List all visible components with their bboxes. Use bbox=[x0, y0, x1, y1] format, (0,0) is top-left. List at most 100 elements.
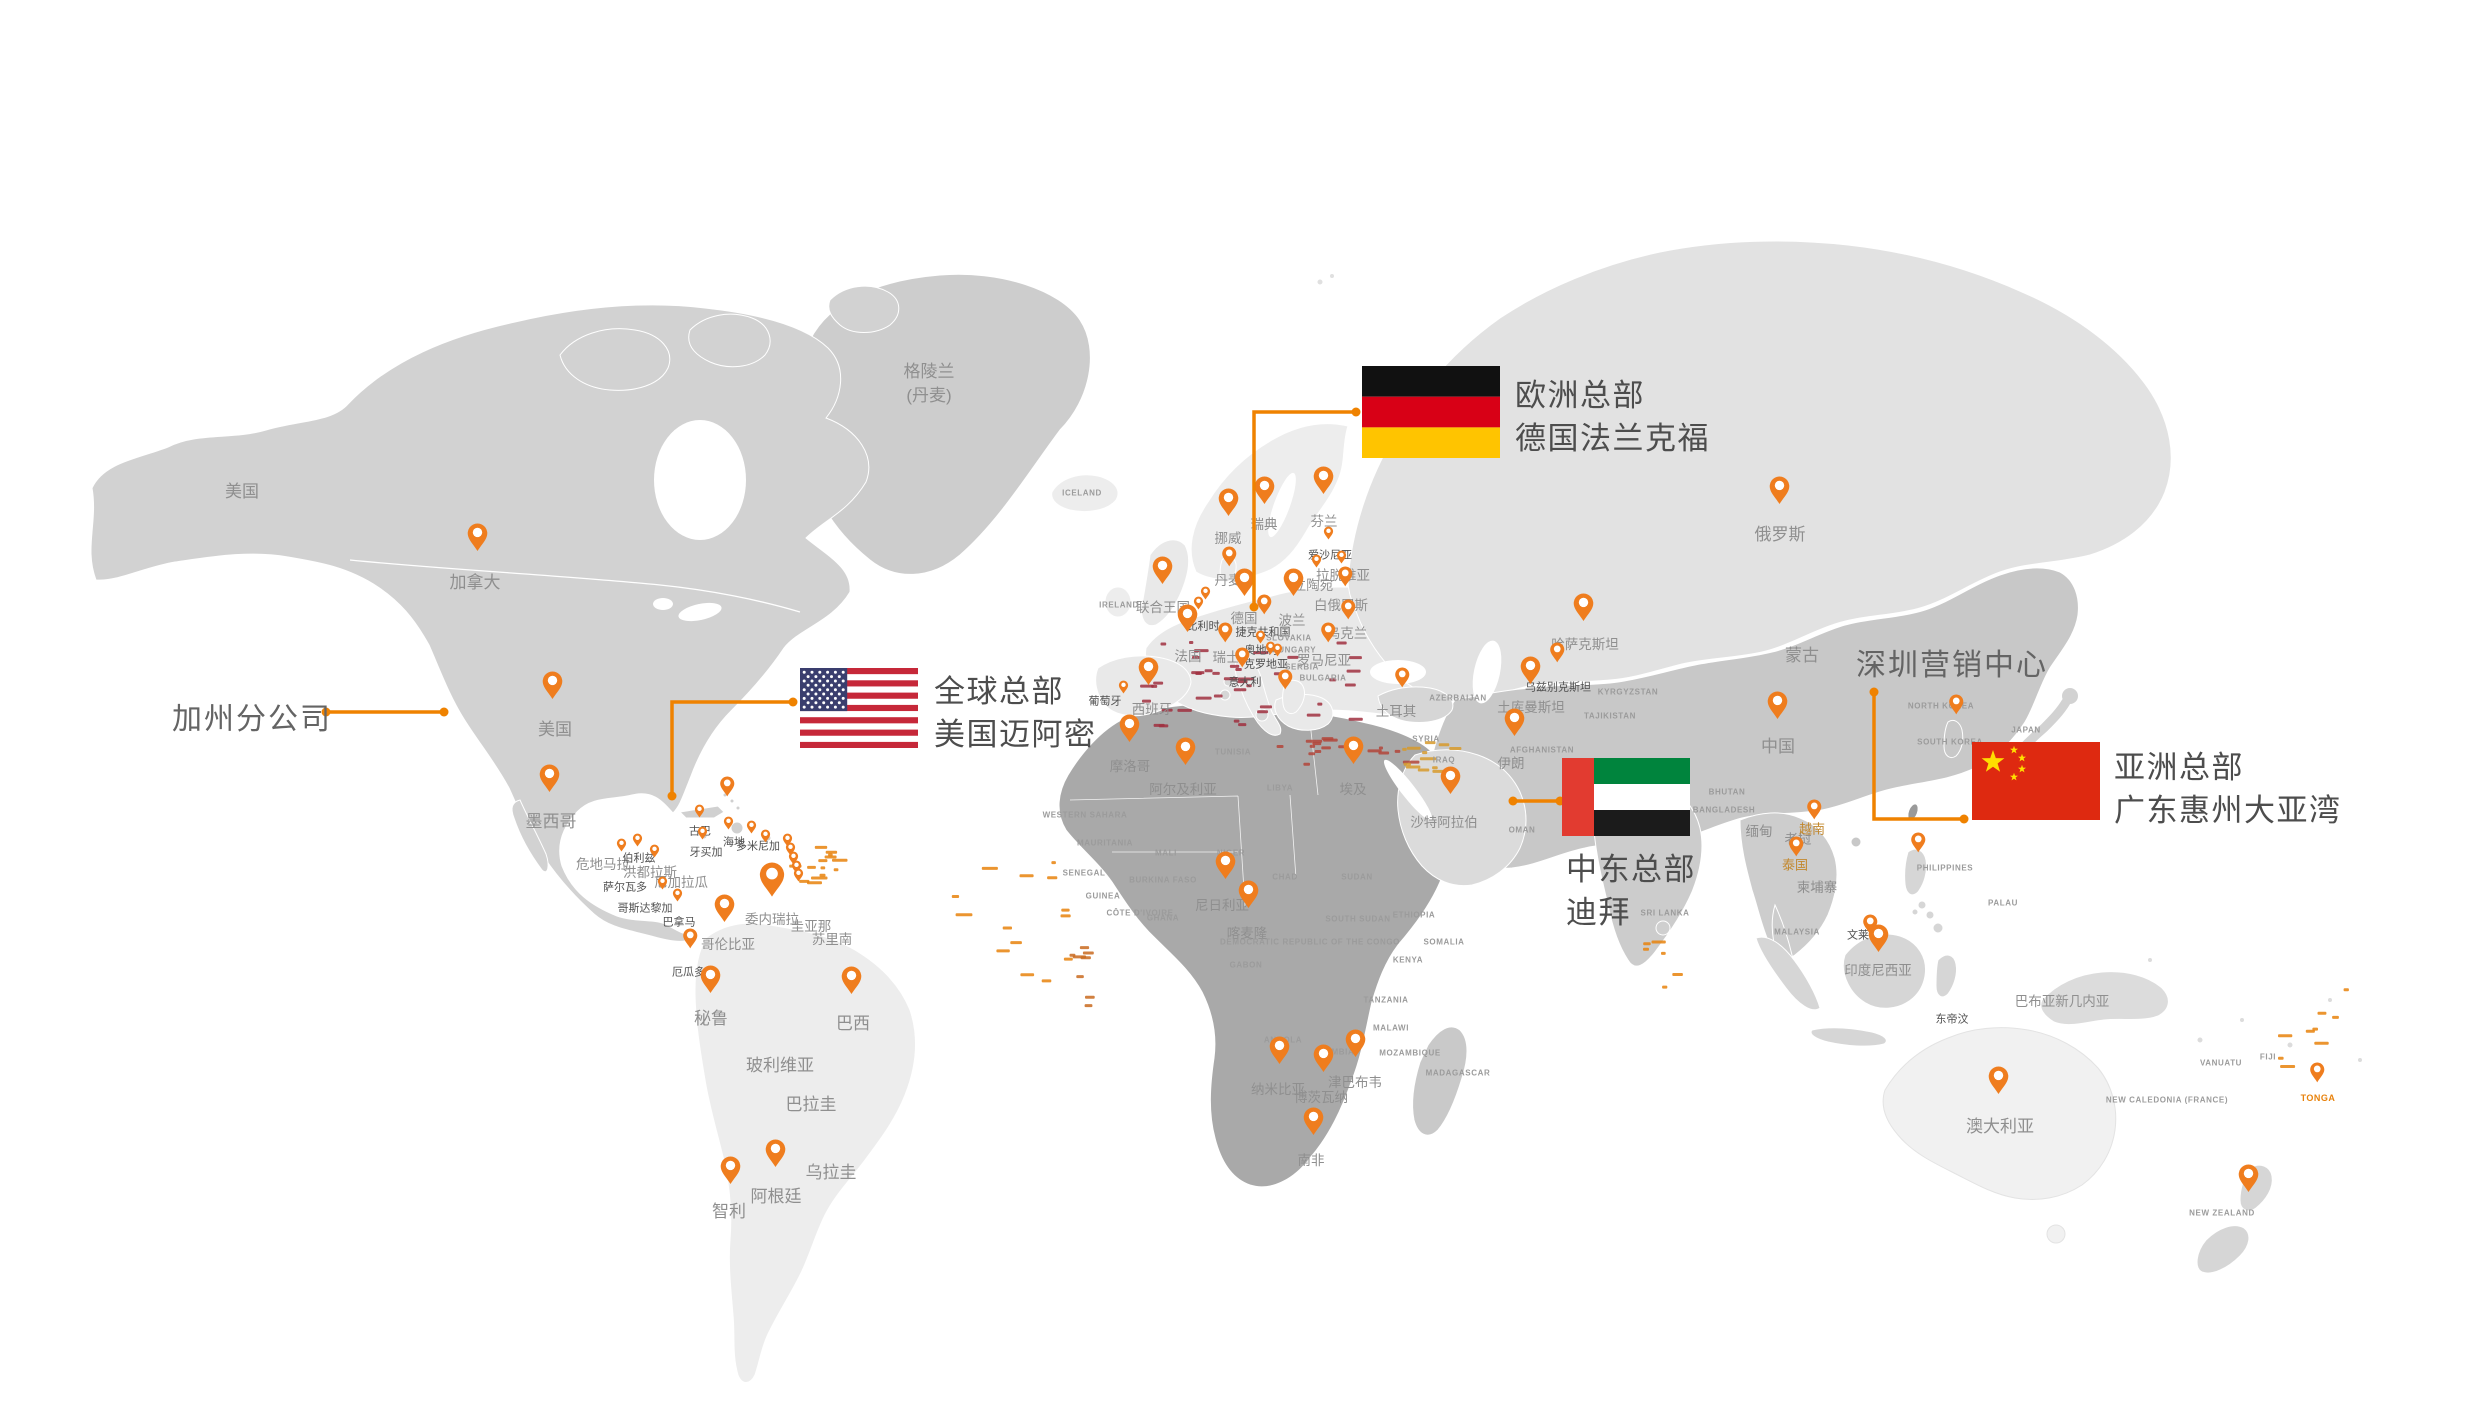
location-pin[interactable] bbox=[649, 843, 660, 863]
map-label: 巴拉圭 bbox=[785, 1095, 837, 1115]
pin-icon bbox=[723, 816, 733, 830]
location-pin[interactable] bbox=[1768, 473, 1791, 510]
location-pin[interactable] bbox=[1151, 553, 1174, 590]
china-flag bbox=[1972, 742, 2100, 820]
location-pin[interactable] bbox=[1862, 912, 1879, 940]
location-pin[interactable] bbox=[632, 832, 643, 852]
pin-icon bbox=[1193, 596, 1203, 610]
location-pin[interactable] bbox=[1118, 679, 1129, 699]
map-label: 意大利 bbox=[1228, 676, 1262, 689]
location-pin[interactable] bbox=[1342, 733, 1365, 770]
map-label: 苏里南 bbox=[811, 932, 853, 948]
location-pin[interactable] bbox=[1766, 688, 1789, 725]
location-pin[interactable] bbox=[746, 819, 757, 839]
pin-icon bbox=[1320, 622, 1336, 643]
hq-subtitle: 迪拜 bbox=[1566, 895, 1631, 930]
location-pin[interactable] bbox=[1200, 585, 1211, 605]
location-pin[interactable] bbox=[1253, 473, 1276, 510]
location-pin[interactable] bbox=[1503, 705, 1526, 742]
location-pin[interactable] bbox=[1519, 653, 1542, 690]
location-pin[interactable] bbox=[719, 774, 736, 802]
location-pin[interactable] bbox=[694, 803, 705, 823]
location-pin[interactable] bbox=[1987, 1063, 2010, 1100]
location-pin[interactable] bbox=[1193, 595, 1204, 615]
location-pin[interactable] bbox=[1137, 654, 1160, 691]
location-pin[interactable] bbox=[538, 761, 561, 798]
location-pin[interactable] bbox=[760, 828, 771, 848]
location-pin[interactable] bbox=[1806, 797, 1823, 825]
location-pin[interactable] bbox=[791, 859, 802, 879]
pin-icon bbox=[760, 829, 770, 843]
location-pin[interactable] bbox=[1176, 601, 1199, 638]
location-pin[interactable] bbox=[785, 841, 796, 861]
location-pin[interactable] bbox=[1174, 734, 1197, 771]
location-pin[interactable] bbox=[682, 926, 699, 954]
location-pin[interactable] bbox=[2309, 1060, 2326, 1088]
location-pin[interactable] bbox=[1344, 1026, 1367, 1063]
hq-subtitle: 德国法兰克福 bbox=[1515, 421, 1710, 456]
location-pin[interactable] bbox=[1118, 711, 1141, 748]
map-label: (丹麦) bbox=[906, 386, 952, 406]
location-pin[interactable] bbox=[2237, 1161, 2260, 1198]
location-pin[interactable] bbox=[764, 1136, 787, 1173]
location-pin[interactable] bbox=[723, 815, 734, 835]
location-pin[interactable] bbox=[1323, 525, 1334, 545]
location-pin[interactable] bbox=[1272, 642, 1283, 662]
map-label: MAURITANIA bbox=[1076, 838, 1134, 848]
map-label: 海地 bbox=[723, 836, 745, 849]
location-pin[interactable] bbox=[657, 875, 668, 895]
location-pin[interactable] bbox=[840, 963, 863, 1000]
location-pin[interactable] bbox=[1233, 565, 1256, 602]
location-pin[interactable] bbox=[1282, 565, 1305, 602]
location-pin[interactable] bbox=[713, 891, 736, 928]
location-pin[interactable] bbox=[1217, 485, 1240, 522]
location-pin[interactable] bbox=[1312, 1041, 1335, 1078]
location-pin[interactable] bbox=[1217, 620, 1234, 648]
location-pin[interactable] bbox=[1234, 645, 1251, 673]
location-pin[interactable] bbox=[1237, 877, 1260, 914]
map-label: 乌克兰 bbox=[1326, 626, 1368, 642]
map-label: IRAQ bbox=[1432, 755, 1456, 765]
location-pin[interactable] bbox=[758, 858, 786, 903]
location-pin[interactable] bbox=[1788, 834, 1805, 862]
map-label: 美国 bbox=[225, 482, 259, 502]
location-pin[interactable] bbox=[1302, 1104, 1325, 1141]
location-pin[interactable] bbox=[1255, 629, 1266, 649]
pin-icon bbox=[1215, 851, 1235, 880]
location-pin[interactable] bbox=[1337, 564, 1354, 592]
location-pin[interactable] bbox=[1312, 463, 1335, 500]
location-pin[interactable] bbox=[788, 850, 799, 870]
location-pin[interactable] bbox=[1340, 597, 1357, 625]
location-pin[interactable] bbox=[697, 825, 708, 845]
location-pin[interactable] bbox=[1948, 692, 1965, 720]
location-pin[interactable] bbox=[1549, 640, 1566, 668]
location-pin[interactable] bbox=[1394, 665, 1411, 693]
pin-icon bbox=[1336, 550, 1346, 564]
map-label: 越南 bbox=[1798, 821, 1826, 837]
pin-icon bbox=[1910, 832, 1926, 853]
location-pin[interactable] bbox=[1311, 553, 1322, 573]
location-pin[interactable] bbox=[1572, 590, 1595, 627]
location-pin[interactable] bbox=[793, 867, 804, 887]
location-pin[interactable] bbox=[1268, 1033, 1291, 1070]
pin-icon bbox=[1277, 669, 1293, 690]
location-pin[interactable] bbox=[1320, 620, 1337, 648]
location-pin[interactable] bbox=[1439, 763, 1462, 800]
location-pin[interactable] bbox=[782, 832, 793, 852]
location-pin[interactable] bbox=[1256, 592, 1273, 620]
location-pin[interactable] bbox=[699, 962, 722, 999]
location-pin[interactable] bbox=[466, 520, 489, 557]
map-label: 洪都拉斯 bbox=[623, 865, 677, 881]
location-pin[interactable] bbox=[541, 668, 564, 705]
hq-title: 全球总部 bbox=[934, 674, 1064, 709]
location-pin[interactable] bbox=[1277, 667, 1294, 695]
pin-icon bbox=[1769, 476, 1789, 505]
location-pin[interactable] bbox=[719, 1153, 742, 1190]
location-pin[interactable] bbox=[1265, 640, 1276, 660]
location-pin[interactable] bbox=[1867, 921, 1890, 958]
location-pin[interactable] bbox=[616, 837, 627, 857]
location-pin[interactable] bbox=[1221, 544, 1238, 572]
location-pin[interactable] bbox=[672, 887, 683, 907]
location-pin[interactable] bbox=[1910, 830, 1927, 858]
location-pin[interactable] bbox=[1214, 848, 1237, 885]
